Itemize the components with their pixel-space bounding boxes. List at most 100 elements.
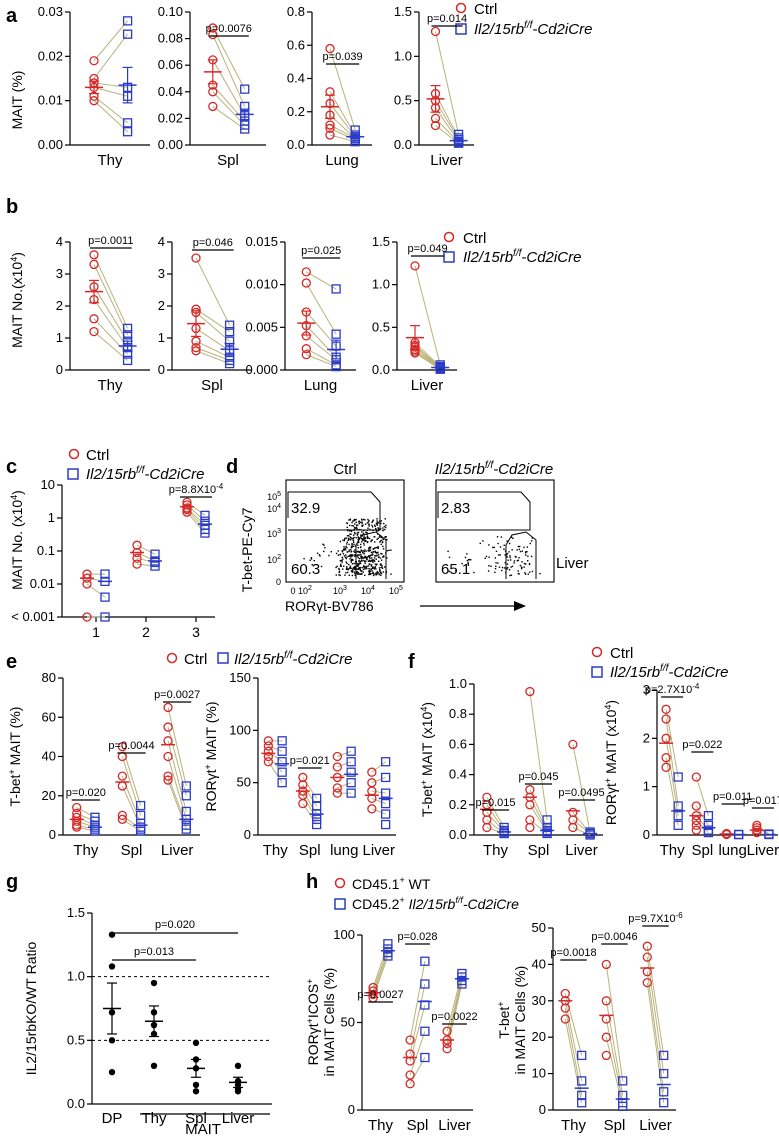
- ctrl-point: [601, 996, 611, 1006]
- ratio-point: [150, 1062, 158, 1070]
- ratio-point: [234, 1088, 242, 1095]
- d-x-arrow-head: [514, 601, 526, 611]
- y-tick-label: 50: [341, 1015, 355, 1030]
- ctrl-point: [301, 344, 311, 354]
- flow-event: [363, 544, 365, 546]
- flow-event: [508, 569, 511, 571]
- flow-event: [330, 551, 333, 553]
- ctrl-point: [182, 500, 192, 510]
- pair-line: [212, 91, 246, 126]
- flow-event: [515, 556, 517, 558]
- flow-event: [347, 569, 349, 571]
- p-value: p=0.022: [682, 739, 722, 751]
- x-category-label: Spl: [528, 842, 550, 859]
- flow-event: [340, 563, 342, 566]
- y-tick-label: 0: [643, 827, 650, 842]
- flow-event: [309, 559, 311, 562]
- pair-line: [646, 982, 665, 1103]
- flow-event: [351, 555, 353, 557]
- pair-line: [76, 807, 96, 818]
- flow-event: [380, 543, 382, 546]
- flow-event: [350, 530, 353, 533]
- pair-line: [665, 757, 679, 826]
- y-axis-label: T-bet+ MAIT (%): [7, 707, 23, 807]
- flow-event: [353, 550, 355, 553]
- ko-point: [673, 811, 683, 821]
- flow-event: [358, 522, 360, 525]
- ko-point: [577, 1050, 587, 1061]
- ko-point: [383, 951, 393, 961]
- d-x-tick-label: 0: [290, 586, 295, 596]
- y-tick-label: 0.0: [394, 137, 412, 152]
- flow-event: [353, 541, 355, 543]
- legend-ctrl-label: Ctrl: [610, 645, 633, 662]
- flow-event: [370, 568, 372, 570]
- panel-d: Ctrl Il2/15rbf/f-Cd2iCre T-bet-PE-Cy7 RO…: [239, 460, 589, 614]
- flow-event: [377, 537, 379, 540]
- ko-point: [703, 820, 714, 830]
- p-value: p=0.0011: [88, 235, 133, 247]
- flow-event: [354, 533, 356, 535]
- d-ko-plot: 2.83 65.1: [435, 479, 555, 583]
- flow-event: [352, 537, 354, 540]
- flow-event: [343, 546, 345, 548]
- flow-event: [378, 520, 381, 523]
- y-tick-label: 20: [532, 1029, 546, 1044]
- ko-point: [380, 757, 391, 767]
- flow-event: [494, 557, 497, 559]
- flow-event: [488, 556, 490, 558]
- flow-event: [361, 566, 363, 569]
- flow-event: [360, 529, 362, 531]
- legend-ctrl-label: Ctrl: [86, 447, 109, 464]
- x-category-label: Spl: [604, 1117, 626, 1134]
- flow-event: [310, 558, 313, 560]
- flow-event: [374, 555, 376, 557]
- ko-point: [311, 819, 322, 830]
- flow-event: [351, 524, 353, 527]
- pair-line: [212, 34, 246, 107]
- flow-event: [354, 527, 357, 529]
- flow-event: [356, 573, 359, 575]
- pair-line: [136, 544, 156, 555]
- y-tick-label: 0.005: [245, 319, 278, 334]
- y-tick-label: 1.0: [372, 277, 390, 292]
- ctrl-point: [89, 250, 99, 260]
- flow-event: [379, 534, 381, 537]
- c-plot: 10 1 0.1 0.01 < 0.001 1 2 3 p=8.8X10-4: [11, 477, 224, 640]
- flow-event: [355, 524, 358, 526]
- flow-event: [368, 546, 371, 549]
- ko-point: [122, 330, 133, 340]
- flow-event: [510, 566, 512, 568]
- legend-c: Ctrl Il2/15rbf/f-Cd2iCre: [67, 447, 204, 483]
- flow-event: [511, 565, 514, 568]
- y-tick-label: 1: [158, 330, 165, 345]
- ctrl-point: [430, 26, 441, 37]
- ctrl-point: [191, 336, 201, 346]
- ctrl-point: [132, 553, 142, 563]
- flow-event: [497, 554, 500, 556]
- flow-event: [361, 525, 363, 528]
- a-plot-spl: 0.00 0.02 0.04 0.06 0.08 0.10 Spl p=0.0076: [158, 4, 266, 169]
- p-value: p=0.0495: [558, 787, 604, 799]
- flow-event: [361, 521, 363, 523]
- flow-event: [342, 539, 344, 541]
- flow-event: [375, 574, 378, 576]
- flow-event: [352, 539, 354, 542]
- ko-point: [380, 809, 391, 819]
- flow-event: [369, 573, 371, 576]
- ko-point: [224, 320, 235, 330]
- ctrl-point: [208, 101, 218, 112]
- pair-line: [409, 983, 426, 1055]
- x-category-label: Liver: [565, 842, 598, 859]
- pair-line: [136, 552, 156, 562]
- flow-event: [355, 537, 357, 539]
- pair-line: [93, 20, 128, 62]
- flow-event: [479, 542, 481, 545]
- ko-point: [585, 830, 595, 840]
- flow-event: [362, 532, 365, 535]
- flow-event: [369, 563, 371, 566]
- legend-ko-marker: [67, 468, 79, 480]
- flow-event: [510, 574, 513, 576]
- flow-event: [377, 554, 380, 556]
